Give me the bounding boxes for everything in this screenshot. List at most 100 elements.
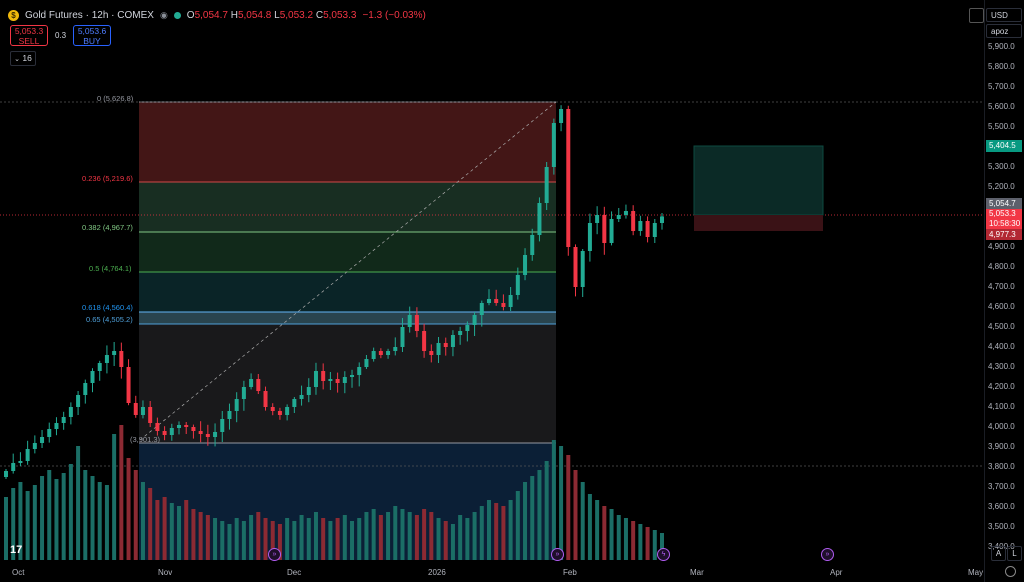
volume-bar [299,515,304,560]
volume-bar [616,515,621,560]
candle-body [285,407,290,415]
candle-body [609,219,614,243]
chevron-down-icon: ⌄ [14,56,21,63]
price-tick-label: 4,900.0 [988,242,1015,251]
lightning-icon[interactable]: ϟ [657,548,670,561]
volume-bar [573,470,578,560]
volume-bar [436,518,441,560]
fib-zone [139,232,556,272]
candle-body [364,359,369,367]
sell-button[interactable]: 5,053.3 SELL [10,25,48,46]
volume-bar [140,482,145,560]
time-tick-label: Mar [690,568,704,577]
candle-body [263,391,268,407]
volume-bar [342,515,347,560]
unit-selector[interactable]: apoz [986,24,1022,38]
candle-body [47,429,52,437]
volume-bar [97,482,102,560]
volume-bar [184,500,189,560]
candle-body [18,461,23,463]
candle-body [205,434,210,437]
event-marker-icon[interactable]: » [268,548,281,561]
spread-value: 0.3 [55,31,67,40]
price-tick-label: 4,100.0 [988,402,1015,411]
price-tick-label: 4,000.0 [988,422,1015,431]
ohlc-value: 5,053.3 [323,9,357,21]
symbol-header: $ Gold Futures · 12h · COMEX ◉ O5,054.7 … [8,8,426,22]
candle-body [660,216,664,223]
volume-bar [371,509,376,560]
volume-bar [378,515,383,560]
volume-bar [443,521,448,560]
volume-bar [400,509,405,560]
time-tick-label: Apr [830,568,843,577]
candle-body [486,299,491,303]
ohlc-key: L [274,9,280,21]
candle-body [436,343,441,355]
volume-bar [18,482,23,560]
buy-button[interactable]: 5,053.6 BUY [73,25,111,46]
candle-body [11,463,16,471]
tradingview-logo-icon[interactable]: 17 [10,544,23,556]
candle-body [537,203,542,235]
price-tick-label: 4,800.0 [988,262,1015,271]
volume-bar [83,470,88,560]
settings-gear-icon[interactable] [1005,566,1016,577]
event-marker-icon[interactable]: » [821,548,834,561]
price-tick-label: 5,600.0 [988,102,1015,111]
candle-body [580,251,585,287]
fib-level-label: 0.65 (4,505.2) [86,315,133,324]
candle-body [90,371,95,383]
volume-bar [429,512,434,560]
candle-body [25,449,30,461]
volume-bar [40,476,45,560]
event-marker-icon[interactable]: » [551,548,564,561]
volume-bar [631,521,636,560]
volume-bar [472,512,477,560]
volume-bar [393,506,398,560]
candle-body [213,432,218,437]
volume-bar [133,470,138,560]
candle-body [422,331,427,351]
candle-body [501,303,506,307]
price-tick-label: 3,700.0 [988,482,1015,491]
auto-scale-button[interactable]: A [991,546,1006,561]
price-tick-label: 4,500.0 [988,322,1015,331]
ohlc-values: O5,054.7 H5,054.8 L5,053.2 C5,053.3 [187,10,357,21]
price-tick-label: 3,900.0 [988,442,1015,451]
time-tick-label: Dec [287,568,302,577]
candle-body [40,437,45,443]
maximize-icon[interactable] [969,8,984,23]
candle-body [544,167,549,203]
volume-bar [486,500,491,560]
volume-bar [501,506,506,560]
candle-body [638,221,643,231]
candle-body [566,109,571,247]
price-axis[interactable] [984,0,1024,582]
symbol-title[interactable]: Gold Futures · 12h · COMEX [25,9,154,21]
indicator-count: 16 [22,53,32,63]
candle-body [559,109,564,123]
ohlc-key: C [315,9,324,21]
volume-bar [386,512,391,560]
candle-body [32,443,37,449]
candle-body [126,367,131,403]
price-tick-label: 5,700.0 [988,82,1015,91]
log-scale-button[interactable]: L [1007,546,1022,561]
fib-level-label: 0.618 (4,560.4) [82,303,133,312]
volume-bar [263,518,268,560]
currency-selector[interactable]: USD [986,8,1022,22]
candle-body [342,377,347,383]
candle-body [198,431,203,434]
volume-bar [25,491,30,560]
time-tick-label: Nov [158,568,173,577]
price-tick-label: 4,700.0 [988,282,1015,291]
candle-body [249,379,254,387]
candle-body [400,327,405,347]
collapse-indicators-toggle[interactable]: ⌄ 16 [10,51,36,66]
eye-icon[interactable]: ◉ [159,9,168,20]
candle-body [97,363,102,371]
volume-bar [169,503,174,560]
